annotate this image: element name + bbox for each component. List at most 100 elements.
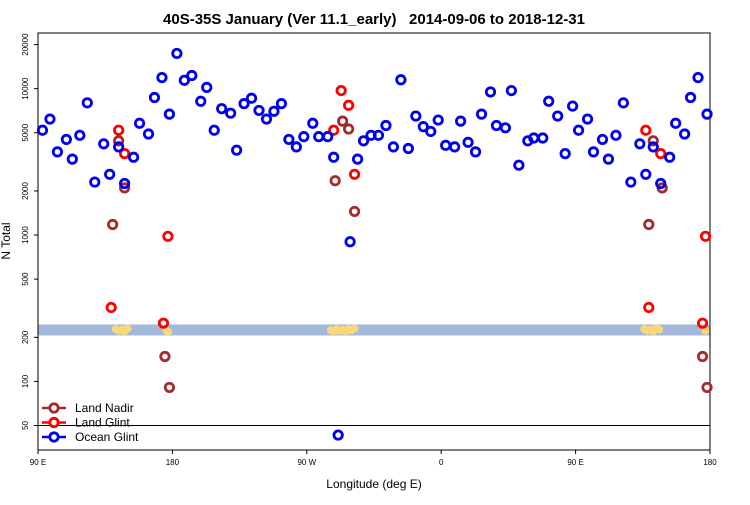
legend-label: Ocean Glint xyxy=(75,430,139,444)
data-point xyxy=(113,141,125,153)
chart-title: 40S-35S January (Ver 11.1_early) 2014-09… xyxy=(163,11,585,28)
data-point xyxy=(596,133,609,146)
data-point xyxy=(283,133,295,146)
data-point xyxy=(537,132,549,144)
data-point xyxy=(156,71,168,84)
data-point xyxy=(163,381,176,394)
data-point xyxy=(307,117,319,129)
data-point xyxy=(701,381,713,394)
data-point xyxy=(328,124,340,136)
data-point xyxy=(425,125,437,138)
data-point xyxy=(178,74,190,86)
x-axis-label: Longitude (deg E) xyxy=(326,477,421,491)
data-point xyxy=(335,84,347,97)
data-point xyxy=(313,131,325,143)
highlight-point xyxy=(123,324,132,333)
data-point xyxy=(163,108,176,120)
y-axis-label: N Total xyxy=(0,222,13,259)
data-point xyxy=(332,429,344,441)
data-point xyxy=(701,108,713,120)
legend-label: Land Glint xyxy=(75,416,130,430)
x-tick-label: 180 xyxy=(703,458,717,467)
data-point xyxy=(402,142,414,155)
data-point xyxy=(51,146,64,158)
data-point xyxy=(484,86,497,98)
data-point xyxy=(344,236,356,248)
data-point xyxy=(216,103,228,115)
data-point xyxy=(119,182,131,194)
data-point xyxy=(148,91,161,104)
data-point xyxy=(290,141,302,153)
data-point xyxy=(567,100,579,112)
data-point xyxy=(60,133,72,146)
y-tick-label: 50 xyxy=(21,420,30,429)
data-point xyxy=(587,146,600,158)
data-point xyxy=(348,168,361,180)
data-point xyxy=(348,205,361,218)
data-point xyxy=(186,69,198,82)
data-point xyxy=(104,168,116,180)
data-point xyxy=(664,151,676,163)
data-point xyxy=(142,128,155,140)
data-point xyxy=(44,113,56,125)
data-point xyxy=(462,136,474,148)
x-tick-label: 180 xyxy=(166,458,180,467)
highlight-point xyxy=(163,327,172,336)
data-point xyxy=(225,107,237,119)
y-tick-label: 100 xyxy=(21,374,30,388)
data-point xyxy=(107,218,119,231)
data-point xyxy=(572,124,585,136)
data-point xyxy=(208,124,220,136)
highlight-point xyxy=(350,324,359,333)
data-point xyxy=(655,148,667,160)
x-tick-label: 90 E xyxy=(567,458,583,467)
data-point xyxy=(625,176,637,188)
data-point xyxy=(387,141,400,153)
data-point xyxy=(351,153,364,165)
data-point xyxy=(268,105,280,117)
data-point xyxy=(322,131,334,143)
data-point xyxy=(440,139,452,151)
data-point xyxy=(98,138,110,150)
data-point xyxy=(449,141,461,153)
data-point xyxy=(162,230,174,242)
data-point xyxy=(552,110,564,122)
data-point xyxy=(74,129,86,141)
data-point xyxy=(475,108,488,120)
data-point xyxy=(528,132,540,144)
data-point xyxy=(679,128,691,140)
legend-label: Land Nadir xyxy=(75,401,134,415)
data-point xyxy=(245,92,258,104)
data-point xyxy=(543,95,555,107)
data-point xyxy=(655,177,667,190)
data-point xyxy=(238,98,250,110)
data-point xyxy=(699,230,712,242)
y-tick-label: 2000 xyxy=(21,182,30,200)
data-point xyxy=(260,113,273,125)
y-tick-label: 1000 xyxy=(21,226,30,244)
data-point xyxy=(195,95,207,107)
y-tick-label: 20000 xyxy=(21,33,30,56)
data-point xyxy=(692,71,704,84)
legend-marker xyxy=(48,431,60,443)
data-point xyxy=(417,121,429,133)
data-point xyxy=(113,124,125,136)
data-point xyxy=(357,135,370,147)
data-point xyxy=(253,104,265,117)
data-point xyxy=(380,119,392,132)
data-point xyxy=(66,153,78,165)
highlight-point xyxy=(655,325,664,334)
y-tick-label: 10000 xyxy=(21,77,30,100)
x-tick-label: 90 W xyxy=(297,458,316,467)
data-point xyxy=(119,148,131,160)
data-point xyxy=(490,119,503,132)
data-point xyxy=(559,148,571,160)
data-point xyxy=(617,97,629,109)
data-point xyxy=(513,159,525,171)
data-point xyxy=(231,144,243,156)
y-tick-label: 5000 xyxy=(21,123,30,141)
data-point xyxy=(602,153,615,165)
data-point xyxy=(647,141,659,153)
